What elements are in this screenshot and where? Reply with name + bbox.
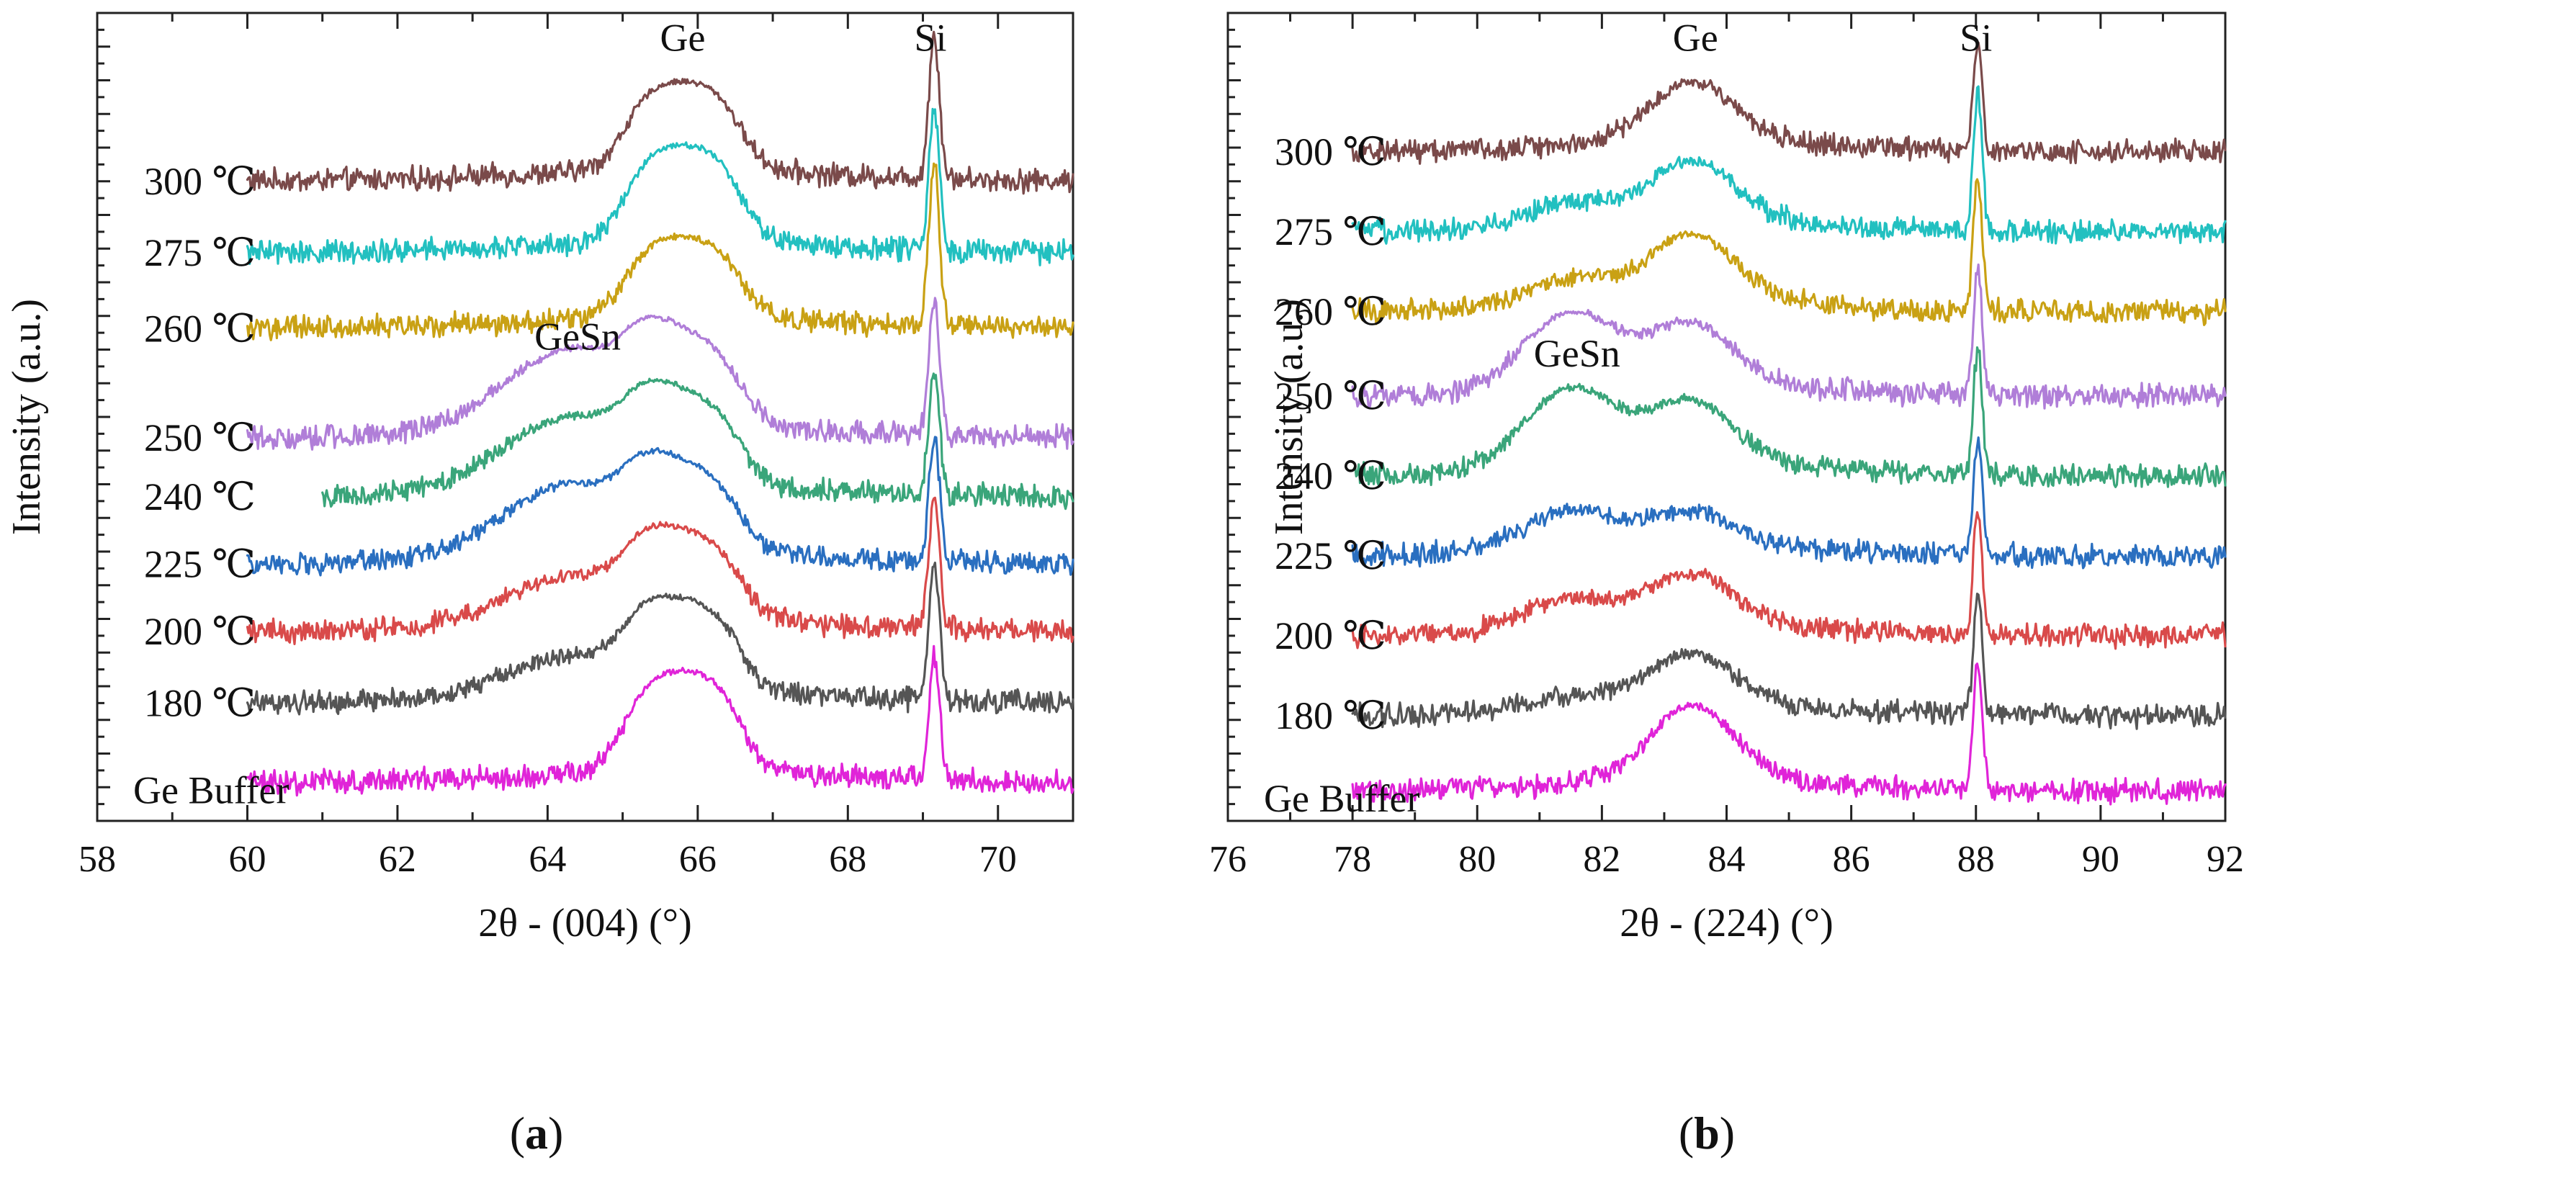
y-axis-ticks — [1228, 28, 1241, 806]
x-tick-label: 64 — [529, 839, 566, 880]
series-label: 240 ℃ — [144, 475, 256, 518]
series-line-225 — [246, 436, 1074, 577]
series-line-200 — [1351, 511, 2227, 650]
series-line-180 — [1351, 592, 2227, 730]
series-line-250 — [246, 297, 1074, 451]
caption-close: ) — [1720, 1107, 1735, 1159]
series-label: 260 ℃ — [1275, 290, 1386, 333]
x-tick-label: 68 — [829, 839, 866, 880]
x-axis-label: 2θ - (224) (°) — [1620, 901, 1833, 945]
x-tick-label: 82 — [1583, 839, 1620, 880]
x-tick-label: 70 — [979, 839, 1017, 880]
x-tick-label: 78 — [1334, 839, 1371, 880]
x-tick-label: 58 — [78, 839, 116, 880]
series-label: 200 ℃ — [1275, 614, 1386, 657]
series-line-275 — [1351, 85, 2227, 245]
caption-letter: a — [525, 1107, 548, 1159]
x-tick-label: 92 — [2207, 839, 2244, 880]
series-label: Ge Buffer — [1264, 777, 1419, 820]
y-axis-label: Intensity (a.u.) — [1267, 299, 1311, 535]
panel-caption: (b) — [1679, 1107, 1735, 1159]
series-line-225 — [1351, 436, 2227, 570]
series-label: 250 ℃ — [1275, 374, 1386, 418]
series-line-260 — [1351, 178, 2227, 326]
x-tick-label: 80 — [1458, 839, 1496, 880]
caption-open: ( — [1679, 1107, 1694, 1159]
series-line-260 — [246, 162, 1074, 341]
series-label: 275 ℃ — [144, 231, 256, 274]
caption-open: ( — [510, 1107, 525, 1159]
y-axis-label: Intensity (a.u.) — [4, 299, 49, 535]
x-tick-label: 90 — [2082, 839, 2119, 880]
series-label: 300 ℃ — [144, 160, 256, 203]
series-label: 260 ℃ — [144, 307, 256, 350]
x-tick-label: 84 — [1708, 839, 1746, 880]
x-axis-label: 2θ - (004) (°) — [478, 901, 691, 945]
series-line-240 — [321, 372, 1074, 511]
series-label: 225 ℃ — [1275, 534, 1386, 577]
series-label: 200 ℃ — [144, 610, 256, 653]
x-axis: 76 78 80 82 84 86 88 90 92 — [1209, 13, 2244, 880]
series-line-180 — [246, 561, 1074, 716]
panel-b: 76 78 80 82 84 86 88 90 92 2θ - (224) (°) Intensit… — [1209, 12, 2244, 1159]
peak-annotation: GeSn — [534, 315, 621, 359]
panel-a: 58 60 62 64 66 68 70 2θ - (004) (°) Intensity (a… — [4, 12, 1074, 1159]
series-group — [1351, 41, 2227, 806]
x-axis: 58 60 62 64 66 68 70 — [78, 13, 1017, 880]
series-line-250 — [1351, 263, 2227, 410]
y-axis-ticks — [97, 28, 110, 806]
series-label: 225 ℃ — [144, 543, 256, 586]
x-tick-label: 88 — [1957, 839, 1995, 880]
peak-annotation: GeSn — [1534, 332, 1620, 375]
panel-caption: (a) — [510, 1107, 564, 1159]
series-line-ge-buffer — [246, 644, 1074, 797]
x-tick-label: 62 — [379, 839, 416, 880]
series-line-275 — [246, 107, 1074, 266]
peak-annotation: Ge — [660, 17, 706, 60]
x-tick-label: 66 — [679, 839, 717, 880]
series-line-200 — [246, 496, 1074, 646]
series-label: 250 ℃ — [144, 416, 256, 459]
series-label: 240 ℃ — [1275, 454, 1386, 498]
peak-annotation: Ge — [1673, 17, 1718, 60]
series-line-300 — [246, 30, 1074, 195]
peak-annotation: Si — [1960, 17, 1992, 60]
series-label: 180 ℃ — [1275, 694, 1386, 737]
series-label: 275 ℃ — [1275, 210, 1386, 253]
series-line-240 — [1351, 346, 2227, 488]
x-tick-label: 76 — [1209, 839, 1247, 880]
series-label: 180 ℃ — [144, 681, 256, 724]
series-line-300 — [1351, 41, 2227, 165]
series-line-ge-buffer — [1351, 662, 2227, 806]
caption-letter: b — [1694, 1107, 1720, 1159]
series-group — [246, 30, 1074, 797]
x-tick-label: 60 — [228, 839, 266, 880]
peak-annotation: Si — [914, 17, 946, 60]
x-tick-label: 86 — [1833, 839, 1870, 880]
caption-close: ) — [548, 1107, 563, 1159]
series-label: 300 ℃ — [1275, 130, 1386, 174]
series-label: Ge Buffer — [133, 768, 289, 812]
